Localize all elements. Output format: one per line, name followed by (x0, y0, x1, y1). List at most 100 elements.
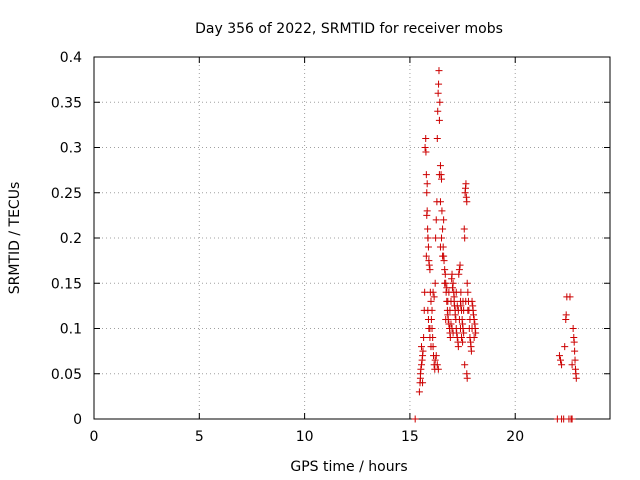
y-tick-label: 0.2 (60, 231, 82, 247)
data-point (453, 302, 461, 310)
data-point (435, 116, 443, 124)
data-point (424, 234, 432, 242)
data-point (455, 315, 463, 323)
data-point (457, 288, 465, 296)
data-point (467, 347, 475, 355)
data-point (464, 306, 472, 314)
data-point (448, 270, 456, 278)
data-point (439, 225, 447, 233)
data-point (441, 266, 449, 274)
data-point (421, 144, 429, 151)
data-point (415, 388, 423, 396)
data-point (459, 297, 467, 305)
data-point (436, 98, 444, 106)
data-point (440, 257, 448, 265)
data-point (461, 361, 469, 369)
y-tick-label: 0.4 (60, 50, 82, 66)
y-tick-label: 0.35 (51, 95, 82, 111)
plot-frame (93, 56, 611, 420)
data-point (430, 293, 438, 301)
x-tick-label: 15 (401, 429, 419, 445)
data-point (460, 225, 468, 233)
data-point (426, 325, 434, 332)
data-point (571, 356, 579, 364)
data-point (429, 288, 437, 296)
x-tick-label: 0 (90, 429, 99, 445)
data-point (444, 297, 452, 305)
data-point (446, 306, 454, 314)
data-point (448, 325, 456, 332)
data-point (441, 279, 449, 287)
data-point (447, 320, 455, 328)
data-point (432, 234, 440, 242)
data-point (450, 297, 458, 305)
y-axis-label: SRMTID / TECUs (7, 182, 23, 295)
data-point (431, 279, 439, 287)
data-point (436, 198, 444, 206)
data-point (468, 325, 476, 332)
data-point (427, 343, 435, 351)
data-point (570, 338, 578, 346)
chart-title: Day 356 of 2022, SRMTID for receiver mob… (195, 21, 503, 37)
data-point (561, 343, 569, 351)
data-point (418, 361, 426, 369)
data-point (428, 306, 436, 314)
data-point (459, 338, 467, 346)
data-point (451, 311, 459, 319)
data-point (424, 225, 432, 233)
data-point (422, 134, 430, 142)
y-tick-label: 0.05 (51, 367, 82, 383)
data-point (445, 288, 453, 296)
data-points (411, 67, 580, 423)
data-point (463, 374, 471, 382)
data-point (426, 266, 434, 274)
y-tick-label: 0.25 (51, 186, 82, 202)
data-point (422, 252, 430, 260)
data-point (449, 279, 457, 287)
y-tick-label: 0.1 (60, 322, 82, 338)
x-tick-label: 10 (296, 429, 314, 445)
y-tick-label: 0 (73, 412, 82, 428)
data-point (432, 352, 440, 360)
data-point (446, 334, 454, 342)
data-point (426, 334, 434, 342)
data-point (472, 329, 480, 337)
data-point (464, 288, 472, 296)
data-point (422, 171, 430, 179)
data-point (572, 374, 580, 382)
data-point (466, 315, 474, 323)
data-point (443, 284, 451, 292)
data-point (458, 334, 466, 342)
data-point (439, 252, 447, 260)
data-point (562, 311, 570, 319)
data-point (435, 80, 443, 88)
grid-lines (94, 57, 610, 419)
data-point (425, 261, 433, 269)
data-point (568, 361, 576, 369)
x-tick-label: 20 (506, 429, 524, 445)
data-point (419, 347, 427, 355)
data-point (436, 243, 444, 251)
axis-ticks: 0 5 10 15 20 0 0.05 0.1 0.15 0.2 0.25 0.3 0.35 0.4 (51, 50, 610, 445)
data-point (463, 279, 471, 287)
data-point (424, 243, 432, 251)
data-point (434, 107, 442, 115)
data-point (463, 198, 471, 206)
data-point (456, 325, 464, 332)
data-point (423, 180, 431, 188)
data-point (454, 343, 462, 351)
data-point (438, 175, 446, 183)
data-point (470, 334, 478, 342)
data-point (420, 334, 428, 342)
data-point (416, 370, 424, 378)
data-point (470, 311, 478, 319)
data-point (433, 361, 441, 369)
data-point (422, 148, 430, 156)
data-point (571, 347, 579, 355)
data-point (438, 207, 446, 215)
data-point (436, 162, 444, 170)
data-point (435, 171, 443, 179)
data-point (411, 415, 419, 423)
y-tick-label: 0.15 (51, 276, 82, 292)
data-point (442, 315, 450, 323)
